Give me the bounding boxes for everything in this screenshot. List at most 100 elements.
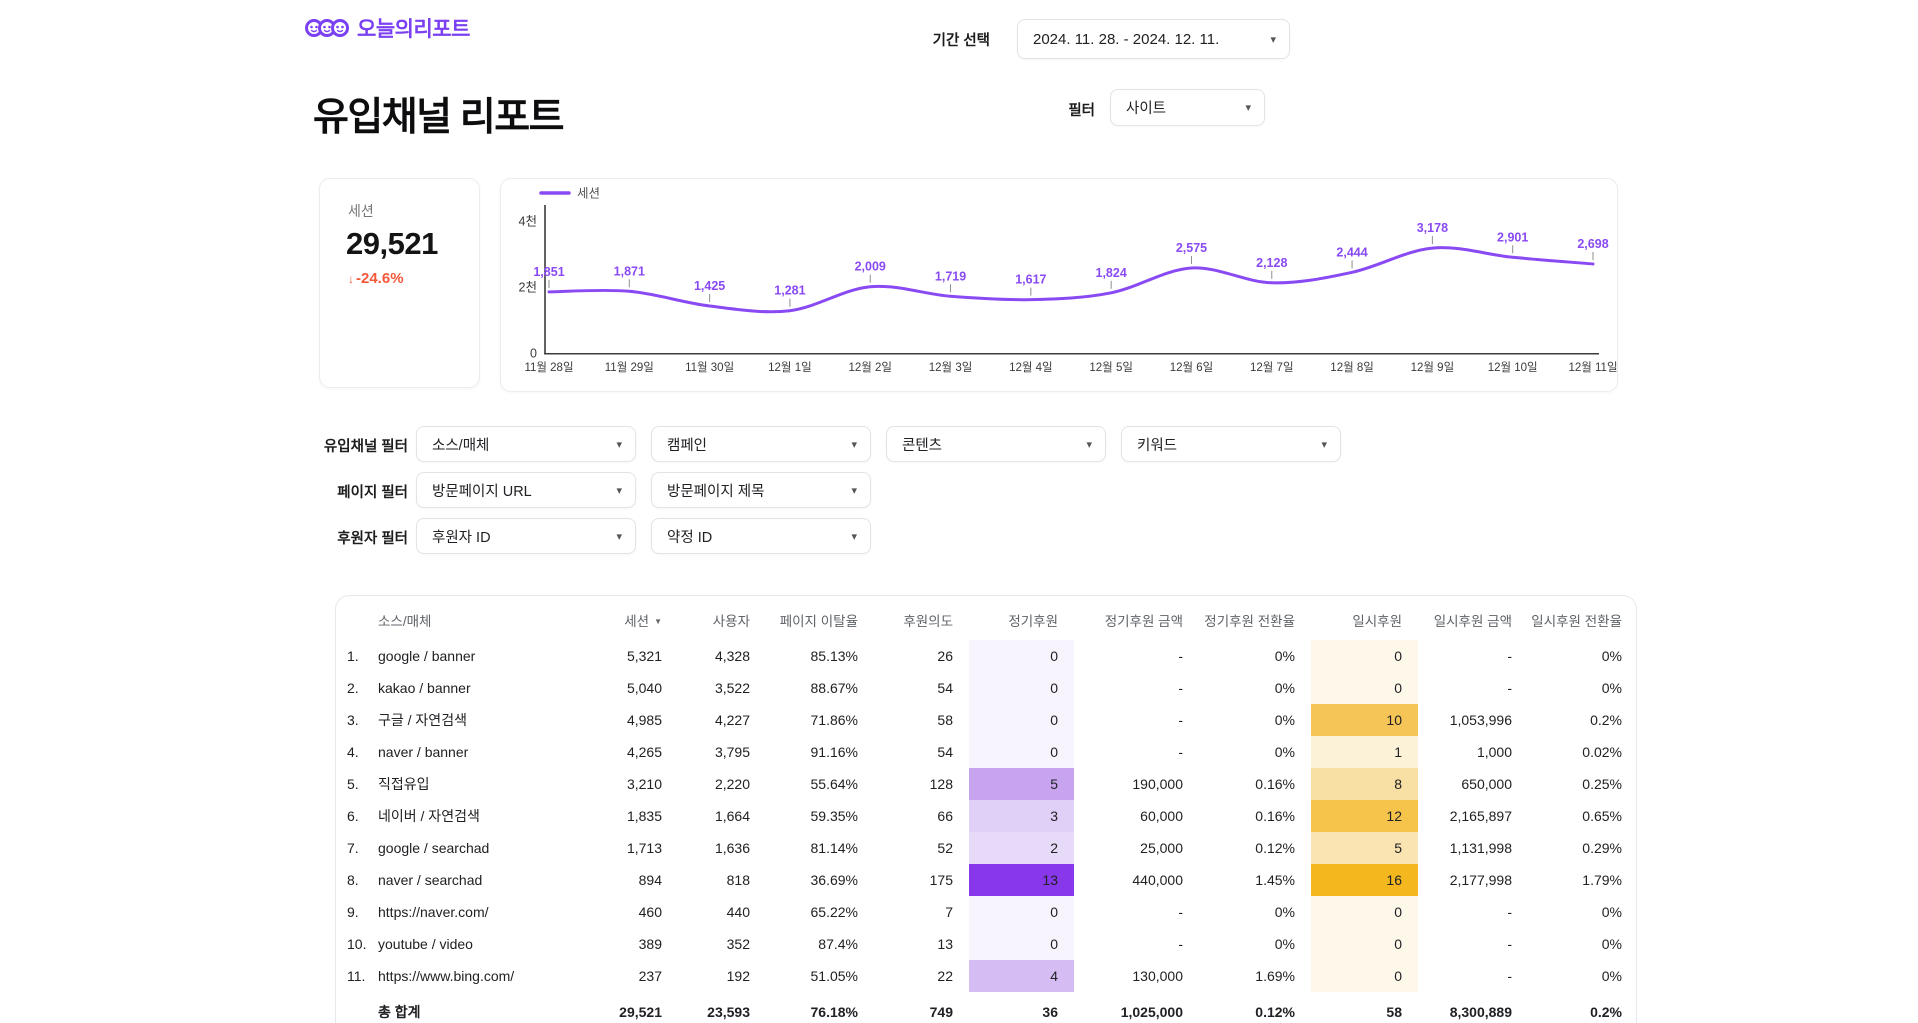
table-body: 1. google / banner 5,321 4,328 85.13% 26 0 - 0% 0… <box>336 640 1636 992</box>
cell-regular_cvr: 0.16% <box>1255 776 1295 792</box>
cell-onetime: 0 <box>1311 640 1418 672</box>
cell-regular_amt: - <box>1178 744 1183 760</box>
column-header-label: 후원의도 <box>903 614 953 630</box>
cell-onetime_amt: - <box>1507 648 1512 664</box>
x-tick-label: 12월 11일 <box>1568 360 1617 374</box>
column-header[interactable]: 정기후원 금액 <box>1074 604 1199 640</box>
cell-intent: 58 <box>937 712 953 728</box>
cell-num: 2. <box>347 680 359 696</box>
cell-bounce: 71.86% <box>810 712 858 728</box>
column-header[interactable]: 일시후원 <box>1311 604 1418 640</box>
total-cell-regular_cvr: 0.12% <box>1255 1004 1295 1020</box>
cell-regular: 0 <box>969 672 1074 704</box>
column-header-label: 일시후원 <box>1352 614 1402 630</box>
cell-bounce: 59.35% <box>810 808 858 824</box>
data-point-label: 2,128 <box>1256 256 1287 270</box>
session-kpi-card: 세션 29,521 ↓ -24.6% <box>319 178 480 388</box>
column-header[interactable]: 사용자 <box>678 604 766 640</box>
filter-dropdown[interactable]: 방문페이지 제목 ▾ <box>651 472 871 508</box>
cell-onetime_cvr: 0.29% <box>1582 840 1622 856</box>
cell-users: 2,220 <box>714 776 750 792</box>
cell-intent: 175 <box>929 872 953 888</box>
cell-num: 3. <box>347 712 359 728</box>
filter-dropdowns: 소스/매체 ▾ 캠페인 ▾ 콘텐츠 ▾ 키워드 ▾ <box>416 426 1341 462</box>
table-row: 4. naver / banner 4,265 3,795 91.16% 54 0 - 0% 1 1… <box>336 736 1636 768</box>
cell-intent: 7 <box>945 904 953 920</box>
cell-sessions: 5,040 <box>626 680 662 696</box>
cell-sessions: 3,210 <box>626 776 662 792</box>
filter-dropdown[interactable]: 소스/매체 ▾ <box>416 426 636 462</box>
column-header[interactable]: 세션 ▼ <box>578 604 678 640</box>
cell-source: google / searchad <box>378 840 490 856</box>
filter-dropdown[interactable]: 캠페인 ▾ <box>651 426 871 462</box>
table-row: 3. 구글 / 자연검색 4,985 4,227 71.86% 58 0 - 0% 10 1,053… <box>336 704 1636 736</box>
total-cell-onetime_amt: 8,300,889 <box>1449 1004 1512 1020</box>
cell-regular_cvr: 0% <box>1274 904 1295 920</box>
source-medium-table: 소스/매체 세션 ▼ 사용자 페이지 이탈율 후원의도 정기후원 정기후원 금액 정기후원 전환… <box>335 595 1637 1023</box>
cell-regular: 13 <box>969 864 1074 896</box>
cell-regular: 2 <box>969 832 1074 864</box>
cell-sessions: 4,265 <box>626 744 662 760</box>
total-cell-num <box>336 996 378 1023</box>
cell-onetime_amt: 1,053,996 <box>1449 712 1512 728</box>
chevron-down-icon: ▾ <box>1270 33 1276 46</box>
cell-bounce: 55.64% <box>810 776 858 792</box>
cell-source: naver / searchad <box>378 872 483 888</box>
filter-dropdown[interactable]: 약정 ID ▾ <box>651 518 871 554</box>
filter-dropdown[interactable]: 방문페이지 URL ▾ <box>416 472 636 508</box>
cell-intent: 54 <box>937 744 953 760</box>
cell-users: 3,795 <box>714 744 750 760</box>
cell-onetime_amt: - <box>1507 680 1512 696</box>
total-cell-regular: 36 <box>1042 1004 1058 1020</box>
filter-dropdown[interactable]: 후원자 ID ▾ <box>416 518 636 554</box>
cell-regular_amt: 130,000 <box>1132 968 1183 984</box>
table-row: 8. naver / searchad 894 818 36.69% 175 13 440,0… <box>336 864 1636 896</box>
column-header-label: 세션 <box>624 614 650 630</box>
x-tick-label: 12월 7일 <box>1250 360 1294 374</box>
cell-num: 5. <box>347 776 359 792</box>
cell-onetime: 1 <box>1311 736 1418 768</box>
cell-users: 818 <box>726 872 750 888</box>
data-point-label: 1,824 <box>1096 266 1127 280</box>
column-header[interactable]: 후원의도 <box>874 604 969 640</box>
cell-intent: 128 <box>929 776 953 792</box>
data-point-label: 2,444 <box>1336 245 1367 259</box>
cell-onetime: 8 <box>1311 768 1418 800</box>
cell-regular_amt: - <box>1178 936 1183 952</box>
filter-dropdown[interactable]: 키워드 ▾ <box>1121 426 1341 462</box>
site-filter-label: 필터 <box>1068 103 1095 119</box>
column-header[interactable]: 정기후원 <box>969 604 1074 640</box>
table-row: 9. https://naver.com/460 440 65.22% 7 0-0% 0-0… <box>336 896 1636 928</box>
x-tick-label: 11월 29일 <box>605 360 654 374</box>
x-tick-label: 12월 2일 <box>848 360 892 374</box>
cell-onetime_amt: 1,000 <box>1476 744 1512 760</box>
x-tick-label: 11월 28일 <box>524 360 573 374</box>
cell-onetime: 0 <box>1311 672 1418 704</box>
column-header[interactable]: 일시후원 전환율 <box>1528 604 1636 640</box>
cell-onetime: 0 <box>1311 896 1418 928</box>
filter-dropdown[interactable]: 콘텐츠 ▾ <box>886 426 1106 462</box>
column-header[interactable]: 소스/매체 <box>378 604 578 640</box>
column-header[interactable]: 일시후원 금액 <box>1418 604 1528 640</box>
cell-onetime_amt: 2,177,998 <box>1449 872 1512 888</box>
data-point-label: 1,719 <box>935 269 966 283</box>
filter-dropdown-value: 약정 ID <box>667 529 713 546</box>
column-header[interactable]: 정기후원 전환율 <box>1199 604 1311 640</box>
x-tick-label: 11월 30일 <box>685 360 734 374</box>
cell-bounce: 81.14% <box>810 840 858 856</box>
site-filter-select[interactable]: 사이트 ▾ <box>1110 89 1265 126</box>
x-tick-label: 12월 1일 <box>768 360 812 374</box>
cell-regular_amt: 25,000 <box>1140 840 1183 856</box>
period-select[interactable]: 2024. 11. 28. - 2024. 12. 11. ▾ <box>1017 19 1290 59</box>
total-cell-onetime_cvr: 0.2% <box>1590 1004 1622 1020</box>
column-header[interactable]: 페이지 이탈율 <box>766 604 874 640</box>
cell-intent: 66 <box>937 808 953 824</box>
filter-dropdown-value: 캠페인 <box>667 437 708 454</box>
cell-sessions: 5,321 <box>626 648 662 664</box>
cell-num: 8. <box>347 872 359 888</box>
table-header-row: 소스/매체 세션 ▼ 사용자 페이지 이탈율 후원의도 정기후원 정기후원 금액 정기후원 전환… <box>336 604 1636 640</box>
cell-regular_amt: - <box>1178 712 1183 728</box>
column-header-label: 소스/매체 <box>378 614 432 630</box>
cell-regular: 0 <box>969 928 1074 960</box>
chevron-down-icon: ▾ <box>616 438 622 451</box>
